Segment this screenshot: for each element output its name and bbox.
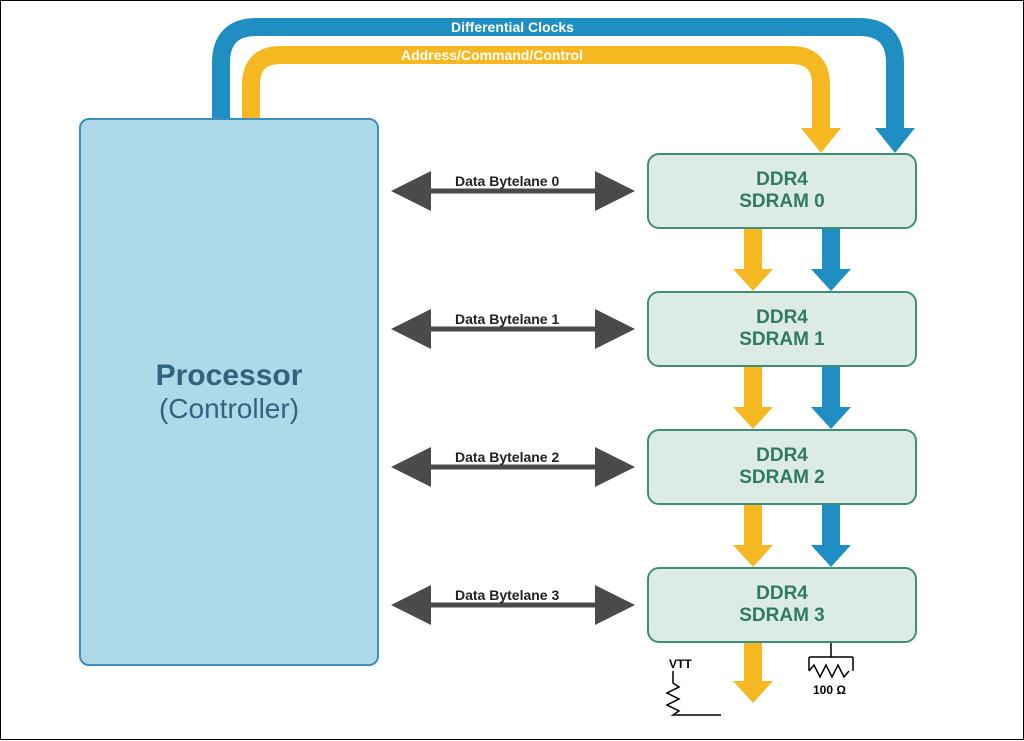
sdram-block-3: DDR4SDRAM 3 (647, 567, 917, 643)
processor-subtitle: (Controller) (159, 393, 299, 425)
vertical-bus-segments (733, 229, 851, 567)
sdram-line2: SDRAM 2 (739, 467, 825, 489)
sdram-block-2: DDR4SDRAM 2 (647, 429, 917, 505)
sdram-line1: DDR4 (756, 583, 808, 605)
vtt-resistor-symbol (667, 671, 721, 715)
diagram-frame: Differential Clocks Address/Command/Cont… (0, 0, 1024, 740)
processor-block: Processor (Controller) (79, 118, 379, 666)
sdram-line1: DDR4 (756, 445, 808, 467)
bytelane-arrows (399, 191, 627, 605)
sdram-line2: SDRAM 1 (739, 329, 825, 351)
sdram-line1: DDR4 (756, 307, 808, 329)
clock-bus-label: Differential Clocks (451, 19, 574, 35)
vtt-label: VTT (669, 657, 692, 671)
clock-arrowhead-0 (875, 128, 915, 153)
bytelane-label-2: Data Bytelane 2 (455, 449, 559, 465)
addr-termination-arrow (733, 643, 773, 703)
processor-title: Processor (156, 359, 303, 393)
sdram-line2: SDRAM 0 (739, 191, 825, 213)
addr-arrowhead-0 (801, 128, 841, 153)
addr-bus-label: Address/Command/Control (401, 47, 583, 63)
sdram-block-1: DDR4SDRAM 1 (647, 291, 917, 367)
ohm-termination-symbol (809, 643, 853, 677)
bytelane-label-0: Data Bytelane 0 (455, 173, 559, 189)
bytelane-label-3: Data Bytelane 3 (455, 587, 559, 603)
sdram-block-0: DDR4SDRAM 0 (647, 153, 917, 229)
ohm-label: 100 Ω (813, 683, 846, 697)
bytelane-label-1: Data Bytelane 1 (455, 311, 559, 327)
sdram-line2: SDRAM 3 (739, 605, 825, 627)
sdram-line1: DDR4 (756, 169, 808, 191)
clock-bus (221, 27, 895, 128)
